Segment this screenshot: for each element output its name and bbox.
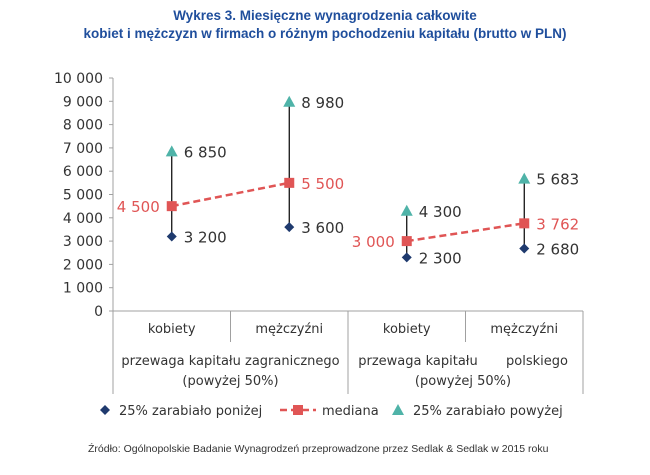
data-marks — [165, 95, 531, 263]
marker-median — [284, 177, 295, 188]
y-tick-label: 3 000 — [63, 234, 103, 250]
marker-high — [400, 204, 413, 216]
y-tick-label: 6 000 — [63, 164, 103, 180]
y-tick-label: 7 000 — [63, 141, 103, 157]
marker-median — [401, 236, 412, 247]
legend-label-low: 25% zarabiało poniżej — [119, 404, 262, 419]
data-label-median: 3 000 — [352, 233, 395, 251]
data-label-median: 3 762 — [536, 215, 579, 233]
y-tick-label: 8 000 — [63, 118, 103, 134]
marker-median — [166, 201, 177, 212]
data-labels: 3 200 6 850 4 500 3 600 8 980 5 500 2 300 4 300… — [117, 94, 579, 268]
y-tick-label: 0 — [94, 304, 103, 320]
data-label-low: 3 600 — [301, 219, 344, 237]
legend-item-high: 25% zarabiało powyżej — [392, 404, 563, 419]
x-category-label: kobiety — [148, 322, 196, 337]
group-label-foreign-sub: (powyżej 50%) — [182, 374, 278, 389]
axes — [109, 77, 584, 394]
y-tick-label: 10 000 — [54, 71, 103, 87]
y-tick-labels: 0 1 000 2 000 3 000 4 000 5 000 6 000 7 000 8 00… — [54, 71, 103, 320]
legend-item-median: mediana — [280, 404, 379, 419]
data-label-low: 2 300 — [419, 249, 462, 267]
marker-high — [518, 172, 531, 184]
group-label-polish: przewaga kapitału — [358, 354, 478, 369]
x-category-label: mężczyźni — [255, 322, 323, 337]
range-lines — [171, 101, 525, 258]
chart-title-line-2: kobiet i mężczyzn w firmach o różnym poc… — [83, 26, 567, 41]
x-category-label: mężczyźni — [490, 322, 558, 337]
marker-low — [284, 222, 295, 233]
marker-high — [283, 95, 296, 107]
legend-label-high: 25% zarabiało powyżej — [413, 404, 563, 419]
group-label-foreign: przewaga kapitału zagranicznego — [121, 354, 339, 369]
marker-median — [519, 218, 530, 229]
legend-marker-low — [100, 405, 110, 415]
legend-marker-high — [392, 404, 404, 415]
data-label-median: 4 500 — [117, 198, 160, 216]
legend-label-median: mediana — [322, 404, 379, 419]
x-category-label: kobiety — [383, 322, 431, 337]
x-category-labels: kobiety mężczyźni kobiety mężczyźni przewaga… — [121, 322, 568, 389]
median-connector — [171, 181, 290, 208]
y-tick-label: 2 000 — [63, 257, 103, 273]
marker-low — [401, 252, 412, 263]
source-note: Źródło: Ogólnopolskie Badanie Wynagrodze… — [88, 443, 549, 455]
y-tick-label: 5 000 — [63, 188, 103, 204]
legend-item-low: 25% zarabiało poniżej — [100, 404, 262, 419]
data-label-high: 4 300 — [419, 203, 462, 221]
data-label-high: 6 850 — [184, 143, 227, 161]
data-label-low: 3 200 — [184, 228, 227, 246]
chart-title-line-1: Wykres 3. Miesięczne wynagrodzenia całko… — [173, 8, 477, 23]
marker-low — [166, 231, 177, 242]
legend: 25% zarabiało poniżej mediana 25% zarabiał… — [100, 404, 563, 419]
data-label-median: 5 500 — [301, 175, 344, 193]
marker-high — [165, 145, 178, 157]
group-label-polish-word: polskiego — [506, 354, 568, 369]
legend-marker-median — [293, 405, 303, 415]
marker-low — [519, 243, 530, 254]
y-tick-label: 1 000 — [63, 281, 103, 297]
y-tick-label: 9 000 — [63, 94, 103, 110]
median-lines — [171, 181, 525, 243]
y-tick-label: 4 000 — [63, 211, 103, 227]
data-label-high: 8 980 — [301, 94, 344, 112]
median-connector — [406, 222, 525, 243]
data-label-low: 2 680 — [536, 241, 579, 259]
group-label-polish-sub: (powyżej 50%) — [415, 374, 511, 389]
data-label-high: 5 683 — [536, 171, 579, 189]
